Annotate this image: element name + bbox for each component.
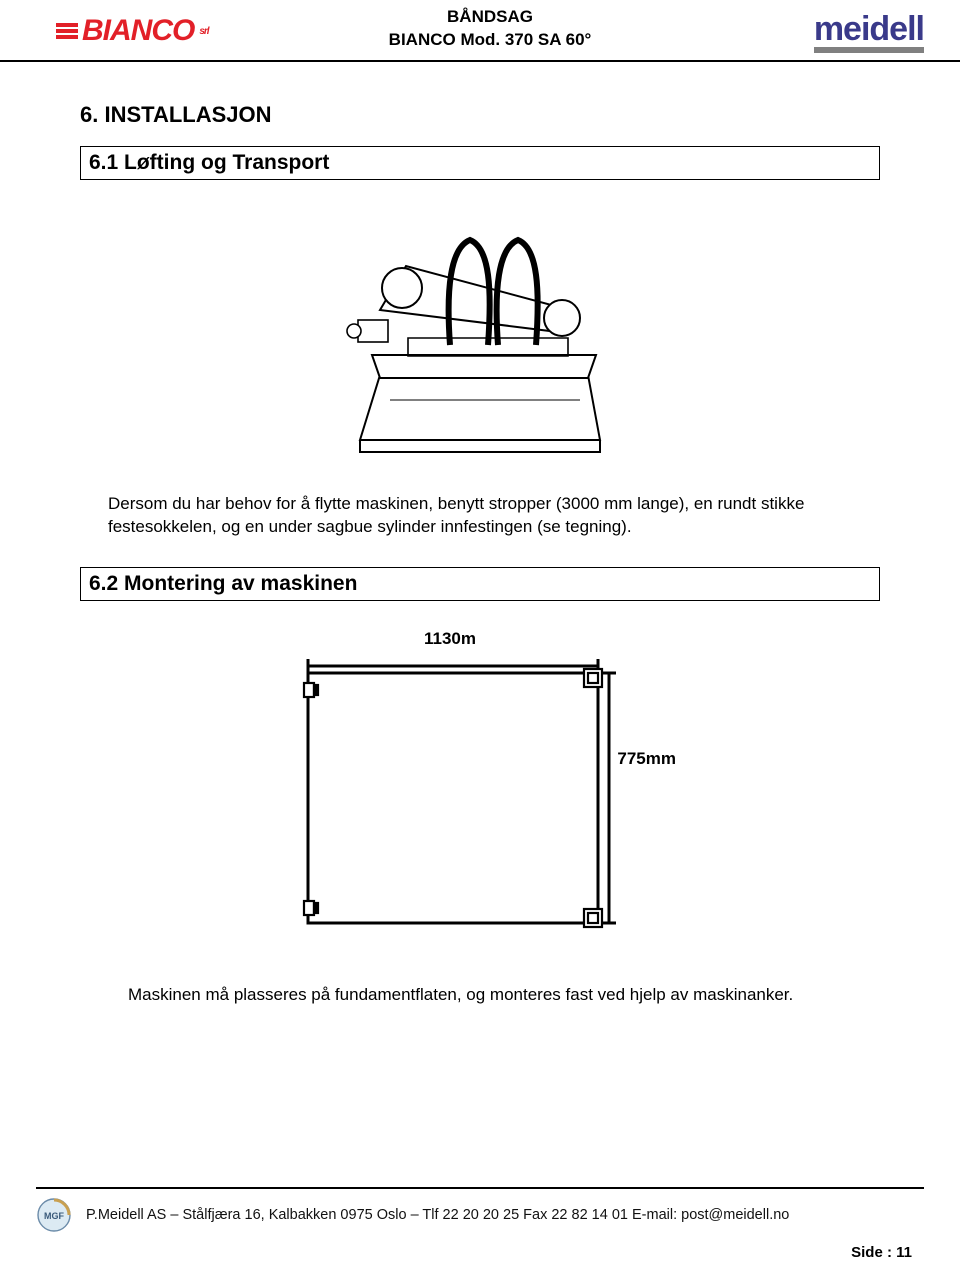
subsection-2-heading: 6.2 Montering av maskinen — [80, 567, 880, 601]
footer-divider — [36, 1187, 924, 1189]
subsection-1-heading: 6.1 Løfting og Transport — [80, 146, 880, 180]
lifting-figure — [80, 200, 880, 463]
mounting-figure: 1130m 775mm — [300, 629, 660, 934]
footer-badge-icon: MGF — [36, 1197, 72, 1233]
logo-bianco-sub: srl — [199, 26, 208, 37]
paragraph-1: Dersom du har behov for å flytte maskine… — [80, 493, 880, 539]
bandsaw-lifting-icon — [320, 200, 640, 460]
logo-bianco: BIANCO srl — [56, 14, 209, 48]
logo-bianco-text: BIANCO — [82, 14, 194, 48]
logo-meidell: meidell — [814, 10, 924, 53]
paragraph-2: Maskinen må plasseres på fundamentflaten… — [80, 984, 880, 1007]
page-footer: MGF P.Meidell AS – Stålfjæra 16, Kalbakk… — [0, 1187, 960, 1233]
mounting-plate-icon — [300, 655, 660, 931]
dimension-width-label: 1130m — [300, 629, 660, 649]
page-number: Side : 11 — [851, 1244, 912, 1261]
section-heading: 6. INSTALLASJON — [80, 102, 880, 128]
page-header: BIANCO srl BÅNDSAG BIANCO Mod. 370 SA 60… — [0, 0, 960, 62]
footer-contact-text: P.Meidell AS – Stålfjæra 16, Kalbakken 0… — [86, 1207, 789, 1223]
page-content: 6. INSTALLASJON 6.1 Løfting og Transport… — [0, 62, 960, 1007]
bianco-stripes-icon — [56, 23, 78, 39]
logo-meidell-text: meidell — [814, 10, 924, 48]
svg-text:MGF: MGF — [44, 1211, 64, 1221]
dimension-height-label: 775mm — [617, 749, 676, 769]
